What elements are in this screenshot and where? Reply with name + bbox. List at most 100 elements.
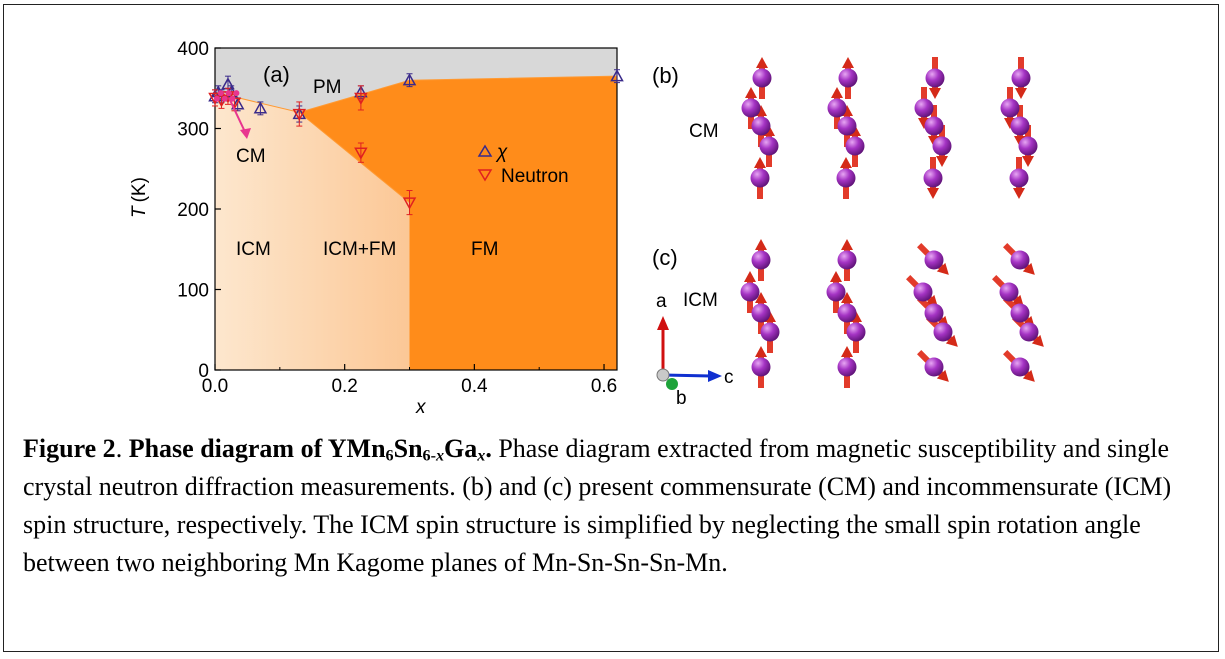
fm-region (299, 76, 617, 370)
cm-cluster-point (217, 90, 224, 97)
chi-data-point (402, 73, 417, 88)
mn-atom (933, 322, 953, 342)
mn-atom (837, 357, 857, 377)
mn-atom (751, 357, 771, 377)
spin-arrow-head (1022, 369, 1035, 382)
region-label-cm: CM (236, 146, 266, 167)
mn-atom (1018, 136, 1038, 156)
spin-arrow-head (841, 239, 853, 250)
y-tick-label: 100 (177, 281, 209, 302)
mn-atom (913, 282, 933, 302)
spin-arrow-head (831, 87, 843, 98)
spin-arrow-head (929, 88, 941, 99)
fm-boundary-line (298, 112, 410, 203)
region-label-pm: PM (313, 77, 342, 98)
mn-atom (751, 116, 771, 136)
structure-cm-label: CM (689, 121, 719, 142)
neutron-data-point (354, 142, 368, 163)
spin-arrow-head (744, 271, 756, 282)
spin-arrow-head (1022, 262, 1035, 275)
x-tick-label: 0.6 (591, 376, 617, 397)
mn-atom (924, 357, 944, 377)
legend-neutron-marker (477, 169, 493, 182)
y-tick-label: 400 (177, 39, 209, 60)
legend-chi-marker (477, 144, 493, 157)
chi-data-point (610, 69, 624, 84)
mn-atom (846, 322, 866, 342)
figure-caption: Figure 2. Phase diagram of YMn6Sn6-xGax.… (23, 434, 1172, 577)
mn-atom (1009, 168, 1029, 188)
spin-arrow-head (1022, 156, 1034, 167)
chi-data-point (253, 101, 268, 116)
axis-c-label: c (724, 367, 734, 388)
spin-arrow-head (927, 188, 939, 199)
axis-ticks: 0.0 0.2 0.4 0.6 0 100 200 300 400 (177, 39, 617, 397)
axis-b-dot (666, 378, 678, 390)
cm-cluster-point (221, 95, 228, 102)
cm-pointer-arrow (228, 97, 251, 139)
spin-arrow-head (936, 156, 948, 167)
icm-spin-structure (740, 239, 1044, 388)
spin-arrow-head (754, 157, 766, 168)
mn-atom (760, 322, 780, 342)
spin-arrow-head (755, 292, 767, 303)
cm-spin-structure (741, 57, 1038, 199)
neutron-data-point (402, 189, 417, 216)
panel-c-label: (c) (652, 245, 678, 270)
cm-cluster-point (213, 95, 220, 102)
x-axis-label: x (415, 397, 427, 418)
mn-atom (999, 282, 1019, 302)
mn-atom (924, 250, 944, 270)
spin-arrow-head (1013, 188, 1025, 199)
panel-b-label: (b) (652, 63, 679, 88)
structure-icm-label: ICM (683, 290, 718, 311)
spin-arrow-head (841, 346, 853, 357)
mn-atom (1010, 250, 1030, 270)
mn-atom (1019, 322, 1039, 342)
x-tick-label: 0.0 (202, 376, 228, 397)
mn-atom (837, 303, 857, 323)
mn-atom (924, 303, 944, 323)
spin-arrow-head (945, 334, 958, 347)
mn-atom (1010, 116, 1030, 136)
mn-atom (838, 68, 858, 88)
mn-atom (914, 98, 934, 118)
mn-atom (923, 168, 943, 188)
spin-structures: (b) CM (c) ICM a c b (652, 57, 1044, 409)
mn-atom (750, 168, 770, 188)
neutron-data-point (354, 85, 368, 111)
spin-arrow-head (936, 369, 949, 382)
spin-arrow-head (755, 346, 767, 357)
mn-atom (1010, 303, 1030, 323)
figure-frame (3, 4, 1219, 652)
spin-arrow-head (840, 157, 852, 168)
mn-atom (751, 303, 771, 323)
crystal-axes: a c b (656, 291, 734, 409)
mn-atom (751, 250, 771, 270)
mn-atom (740, 282, 760, 302)
spin-arrow-head (756, 57, 768, 68)
region-label-icm-fm: ICM+FM (323, 239, 396, 260)
caption-title: Phase diagram of YMn6Sn6-xGax. (128, 434, 492, 465)
spin-arrow-head (936, 262, 949, 275)
mn-atom (836, 168, 856, 188)
mn-atom (924, 116, 944, 136)
spin-arrow-head (745, 87, 757, 98)
mn-atom (752, 68, 772, 88)
caption-figure-label: Figure 2 (23, 434, 116, 463)
cm-cluster-point (225, 90, 232, 97)
neutron-data-point (292, 101, 307, 127)
mn-atom (925, 68, 945, 88)
caption-body: Phase diagram extracted from magnetic su… (23, 434, 1172, 577)
x-tick-label: 0.2 (331, 376, 357, 397)
mn-atom (1000, 98, 1020, 118)
x-tick-label: 0.4 (461, 376, 488, 397)
mn-atom (932, 136, 952, 156)
spin-arrow-head (830, 271, 842, 282)
mn-atom (741, 98, 761, 118)
mn-atom (837, 116, 857, 136)
spin-arrow-head (842, 57, 854, 68)
panel-a-label: (a) (263, 62, 290, 87)
mn-atom (759, 136, 779, 156)
